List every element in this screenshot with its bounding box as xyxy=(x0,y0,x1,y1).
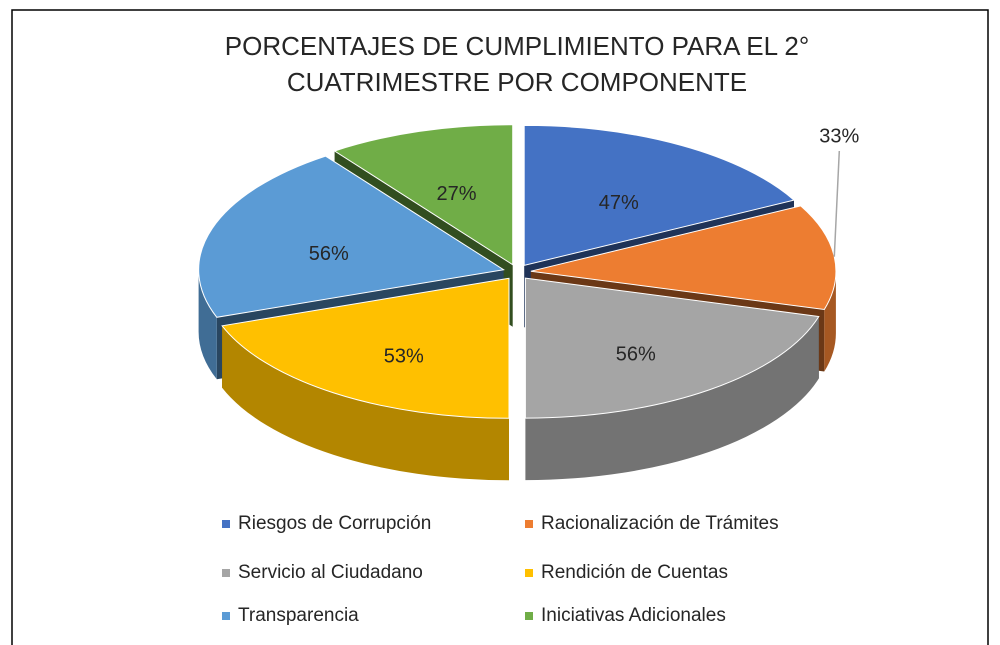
data-label: 33% xyxy=(819,125,859,147)
data-label: 53% xyxy=(384,345,424,367)
legend-swatch xyxy=(222,520,230,528)
legend-label: Riesgos de Corrupción xyxy=(238,513,431,534)
data-label: 56% xyxy=(616,343,656,365)
slice-wall xyxy=(525,316,819,481)
slice-wall xyxy=(198,269,217,380)
pie-slice xyxy=(333,124,514,266)
legend-label: Racionalización de Trámites xyxy=(541,513,779,534)
legend-swatch xyxy=(525,520,533,528)
legend-label: Transparencia xyxy=(238,605,359,626)
legend-swatch xyxy=(222,569,230,577)
pie-slice xyxy=(523,124,796,267)
data-label: 56% xyxy=(309,243,349,265)
pie-slice xyxy=(221,277,510,419)
pie-slice xyxy=(198,155,505,318)
slice-wall xyxy=(824,271,836,372)
legend-label: Servicio al Ciudadano xyxy=(238,562,423,583)
legend-label: Rendición de Cuentas xyxy=(541,562,728,583)
chart-title: CUATRIMESTRE POR COMPONENTE xyxy=(287,67,747,97)
pie-slice xyxy=(524,277,820,419)
chart-title: PORCENTAJES DE CUMPLIMIENTO PARA EL 2° xyxy=(225,31,809,61)
data-label: 47% xyxy=(599,192,639,214)
legend-swatch xyxy=(525,612,533,620)
leader-line xyxy=(833,150,841,257)
legend-swatch xyxy=(222,612,230,620)
slice-wall xyxy=(222,325,509,481)
legend-swatch xyxy=(525,569,533,577)
data-label: 27% xyxy=(437,183,477,205)
legend-label: Iniciativas Adicionales xyxy=(541,605,726,626)
